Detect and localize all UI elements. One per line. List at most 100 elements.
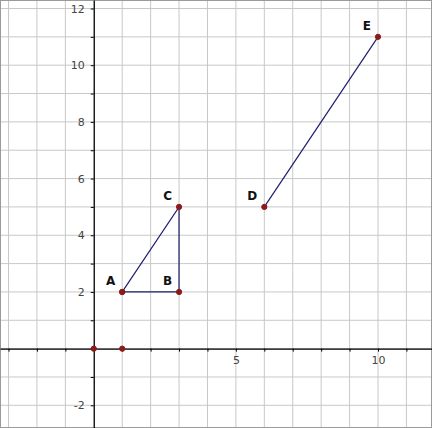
grid-line-y <box>0 405 432 406</box>
grid-line-y <box>0 178 432 179</box>
point <box>120 346 125 351</box>
tick <box>207 349 208 352</box>
grid-line-x <box>321 0 322 428</box>
point <box>120 289 125 294</box>
tick <box>321 349 322 352</box>
tick <box>350 349 351 352</box>
tick-label: 10 <box>71 59 85 72</box>
tick-mark <box>91 9 94 10</box>
tick: 4 <box>78 229 94 242</box>
grid-line-y <box>0 121 432 122</box>
tick <box>179 349 180 352</box>
tick-label: 6 <box>78 173 85 186</box>
tick: 6 <box>78 173 94 186</box>
tick <box>65 349 66 352</box>
grid-line-x <box>150 0 151 428</box>
tick <box>91 320 94 321</box>
tick-mark <box>151 349 152 352</box>
grid-line-y <box>0 150 432 151</box>
grid <box>0 0 432 428</box>
grid-line-y <box>0 291 432 292</box>
point <box>262 204 267 209</box>
point <box>375 34 380 39</box>
tick: 5 <box>233 349 240 368</box>
tick-mark <box>321 349 322 352</box>
grid-line-y <box>0 36 432 37</box>
tick-mark <box>236 349 237 352</box>
grid-line-x <box>292 0 293 428</box>
tick <box>91 377 94 378</box>
tick-mark <box>91 37 94 38</box>
grid-line-x <box>36 0 37 428</box>
plot-frame <box>1 1 432 428</box>
grid-line-x <box>349 0 350 428</box>
tick: 10 <box>71 59 94 72</box>
tick <box>91 94 94 95</box>
point-label: D <box>247 189 257 203</box>
tick-mark <box>207 349 208 352</box>
tick-label: 2 <box>78 286 85 299</box>
tick <box>37 349 38 352</box>
tick-mark <box>9 349 10 352</box>
y-axis-line <box>94 1 95 428</box>
grid-line-x <box>264 0 265 428</box>
tick-label: 8 <box>78 116 85 129</box>
segment-line <box>122 207 179 292</box>
tick-mark <box>91 405 94 406</box>
grid-line-x <box>207 0 208 428</box>
tick <box>91 207 94 208</box>
tick-mark <box>37 349 38 352</box>
point <box>176 204 181 209</box>
grid-line-x <box>406 0 407 428</box>
tick <box>9 349 10 352</box>
grid-line-y <box>0 206 432 207</box>
tick: -2 <box>74 399 94 412</box>
tick-mark <box>91 320 94 321</box>
tick-label: -2 <box>74 399 85 412</box>
grid-line-y <box>0 376 432 377</box>
x-axis: 5 10 <box>1 349 432 368</box>
tick-mark <box>91 264 94 265</box>
tick-mark <box>91 150 94 151</box>
tick <box>91 264 94 265</box>
grid-line-y <box>0 348 432 349</box>
segment-line <box>264 37 378 207</box>
tick-mark <box>91 94 94 95</box>
chart: 510-224681012ABCDE <box>0 0 432 428</box>
point-labels: ABCDE <box>106 19 371 288</box>
tick-mark <box>350 349 351 352</box>
grid-line-x <box>8 0 9 428</box>
tick: 8 <box>78 116 94 129</box>
tick: 2 <box>78 286 94 299</box>
marks <box>91 34 380 351</box>
tick-mark <box>91 235 94 236</box>
tick-mark <box>406 349 407 352</box>
tick <box>406 349 407 352</box>
tick-mark <box>91 377 94 378</box>
grid-line-y <box>0 93 432 94</box>
grid-line-x <box>93 0 94 428</box>
grid-line-y <box>0 263 432 264</box>
point-label: E <box>363 19 371 33</box>
tick <box>293 349 294 352</box>
tick: 10 <box>372 349 386 368</box>
tick-mark <box>91 207 94 208</box>
tick-label: 12 <box>71 3 85 16</box>
point <box>91 346 96 351</box>
tick-mark <box>264 349 265 352</box>
point-label: C <box>163 189 172 203</box>
tick-mark <box>91 122 94 123</box>
grid-line-y <box>0 320 432 321</box>
grid-line-y <box>0 65 432 66</box>
point-label: A <box>106 274 116 288</box>
tick-mark <box>179 349 180 352</box>
y-axis: -2 2 4 6 8 10 12 <box>71 1 95 428</box>
x-axis-line <box>1 349 432 350</box>
tick-label: 5 <box>233 354 240 367</box>
tick-mark <box>91 65 94 66</box>
point <box>120 289 125 294</box>
tick-mark <box>65 349 66 352</box>
tick <box>264 349 265 352</box>
tick-mark <box>293 349 294 352</box>
tick <box>91 37 94 38</box>
